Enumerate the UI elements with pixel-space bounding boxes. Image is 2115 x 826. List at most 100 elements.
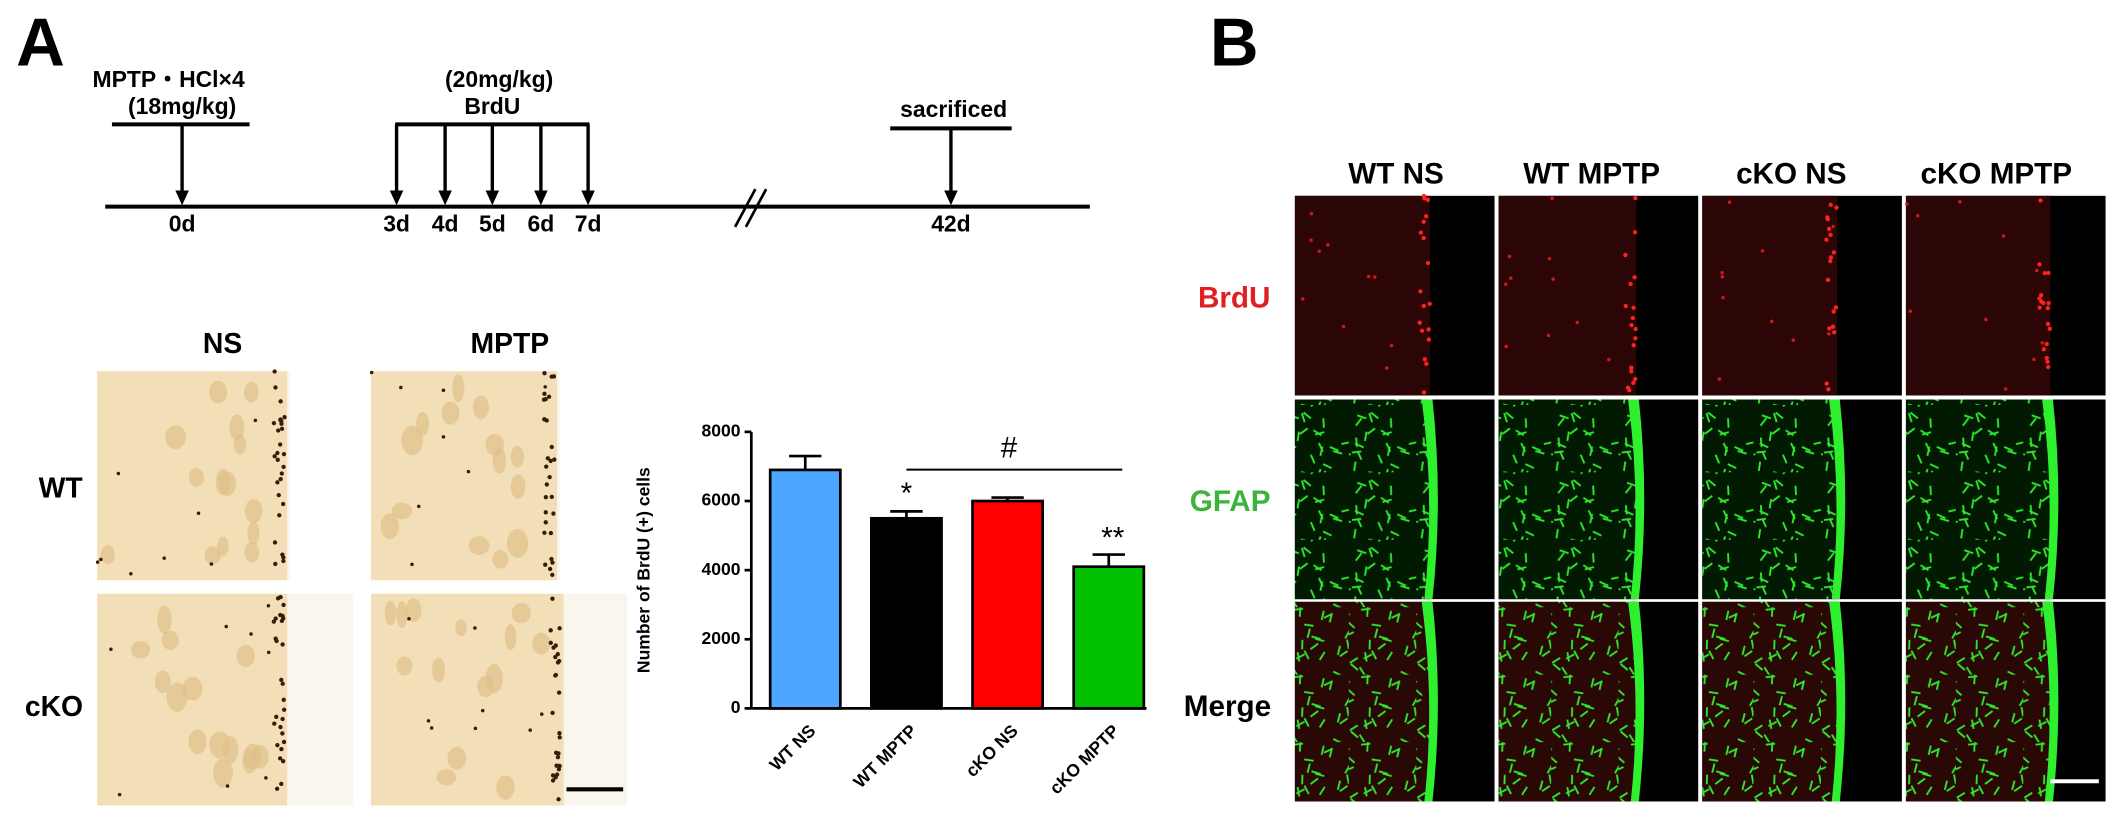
fluorescence-image <box>1294 601 1495 802</box>
glia-limitans <box>1829 601 1846 802</box>
brdu-cell <box>274 714 279 719</box>
brdu-cell <box>2038 198 2043 203</box>
brdu-cell <box>2046 364 2051 370</box>
column-label: NS <box>203 328 242 360</box>
brdu-cell <box>2044 341 2049 347</box>
cell-body <box>477 675 494 698</box>
cell-body <box>532 632 551 655</box>
x-tick-label: cKO NS <box>962 721 1022 781</box>
cell-body <box>396 600 408 629</box>
brdu-cell <box>1301 297 1305 301</box>
fluorescence-image <box>1905 601 2106 802</box>
brdu-cell <box>1826 387 1831 392</box>
brdu-cell <box>1421 390 1427 395</box>
tissue <box>1905 399 2051 600</box>
cell-body <box>485 433 505 456</box>
brdu-cell <box>280 731 285 736</box>
brdu-cell <box>1908 309 1913 313</box>
brdu-cell <box>540 712 544 716</box>
brdu-cell <box>1633 195 1638 201</box>
brdu-cell <box>1633 376 1638 382</box>
brdu-cell <box>1958 200 1962 204</box>
brdu-cell <box>1417 320 1422 325</box>
brdu-cell <box>1832 330 1837 335</box>
cell-body <box>182 676 203 701</box>
brdu-cell <box>277 442 283 447</box>
brdu-cell <box>553 654 558 660</box>
brdu-cell <box>547 566 553 572</box>
brdu-cell <box>2040 341 2045 345</box>
brdu-cell <box>1418 230 1423 235</box>
brdu-cell <box>272 540 278 545</box>
column-label: cKO NS <box>1736 157 1846 190</box>
brdu-cell <box>1546 333 1551 338</box>
brdu-cell <box>224 624 228 629</box>
brdu-cell <box>278 756 283 761</box>
brdu-cell <box>280 681 285 686</box>
bar <box>971 499 1045 710</box>
cell-body <box>233 434 247 455</box>
glia-limitans <box>1421 601 1438 802</box>
brdu-cell <box>554 772 560 777</box>
cell-body <box>472 395 490 420</box>
brdu-cell <box>556 767 562 772</box>
axis-break <box>744 188 768 228</box>
brdu-cell <box>99 557 103 562</box>
cell-body <box>510 474 526 500</box>
significance-mark: * <box>901 477 913 510</box>
brdu-cell <box>278 476 283 482</box>
y-tick-label: 4000 <box>702 559 741 579</box>
brdu-cell <box>1551 277 1555 281</box>
arrow-head <box>944 190 958 206</box>
brdu-cell <box>1770 319 1774 324</box>
tissue <box>1702 195 1838 396</box>
brdu-cell <box>1317 249 1321 254</box>
brdu-cell <box>2001 234 2006 238</box>
significance-mark: ** <box>1101 522 1125 555</box>
brdu-cell <box>1427 301 1432 307</box>
brdu-cell <box>1426 337 1431 342</box>
brdu-cell <box>549 494 554 500</box>
timeline-label: (20mg/kg) <box>445 66 553 92</box>
row-label: BrdU <box>1198 282 1270 315</box>
panel-label: A <box>16 5 65 80</box>
brdu-cell <box>555 755 561 760</box>
brdu-cell <box>1623 252 1628 258</box>
brdu-cell <box>1830 324 1836 329</box>
fluorescence-image <box>1702 195 1902 396</box>
brdu-cell <box>1309 238 1313 242</box>
brdu-cell <box>1825 215 1830 220</box>
glia-limitans <box>2042 399 2059 600</box>
cell-body <box>161 630 179 650</box>
tissue <box>1294 195 1430 396</box>
fluorescence-image <box>1498 601 1699 802</box>
brdu-cell <box>271 420 277 426</box>
micrograph <box>95 369 291 581</box>
cell-body <box>204 546 221 565</box>
brdu-cell <box>275 450 280 456</box>
timeline-label: MPTP・HCl×4 <box>92 66 244 92</box>
brdu-cell <box>196 511 201 515</box>
arrow-head <box>534 190 548 206</box>
brdu-cell <box>249 632 253 636</box>
brdu-cell <box>275 742 280 748</box>
brdu-cell <box>1629 323 1634 328</box>
brdu-cell <box>2047 326 2052 331</box>
brdu-cell <box>279 418 284 424</box>
brdu-cell <box>550 778 556 783</box>
column-label: MPTP <box>471 328 550 360</box>
brdu-cell <box>280 716 285 722</box>
brdu-cell <box>279 471 284 476</box>
brdu-cell <box>1831 309 1836 314</box>
cell-body <box>432 657 446 683</box>
brdu-cell <box>553 750 559 755</box>
tissue <box>1702 399 1838 600</box>
background <box>287 593 354 806</box>
brdu-cell <box>542 530 547 535</box>
brdu-cell <box>1828 255 1834 260</box>
brdu-cell <box>1509 276 1513 280</box>
axis-break <box>733 188 757 228</box>
brdu-cell <box>1384 366 1389 370</box>
bar <box>1072 565 1146 710</box>
cell-body <box>242 748 257 774</box>
